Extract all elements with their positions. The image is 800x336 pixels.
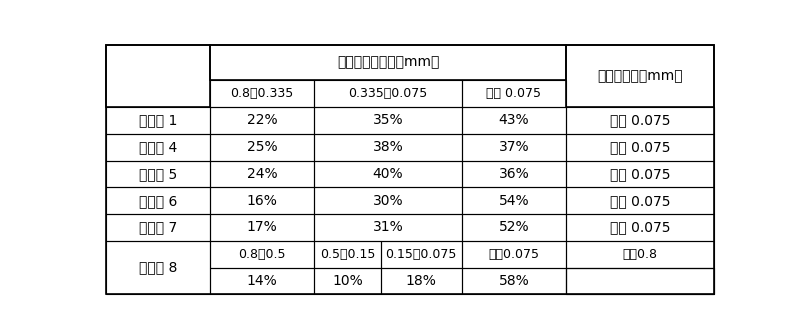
Bar: [210, 80, 314, 107]
Text: 16%: 16%: [246, 194, 278, 208]
Bar: [314, 80, 462, 107]
Text: 31%: 31%: [373, 220, 403, 235]
Bar: [566, 214, 714, 241]
Bar: [462, 80, 566, 107]
Bar: [210, 134, 314, 161]
Bar: [210, 214, 314, 241]
Text: 煛后焦粒度分布（mm）: 煛后焦粒度分布（mm）: [337, 55, 439, 70]
Bar: [462, 107, 566, 134]
Bar: [314, 161, 462, 187]
Bar: [462, 161, 566, 187]
Text: 针状焦粒度（mm）: 针状焦粒度（mm）: [597, 69, 682, 83]
Bar: [566, 45, 714, 107]
Bar: [462, 214, 566, 241]
Bar: [314, 214, 462, 241]
Bar: [210, 161, 314, 187]
Text: 小于 0.075: 小于 0.075: [610, 140, 670, 154]
Text: 比较例 6: 比较例 6: [139, 194, 178, 208]
Text: 17%: 17%: [246, 220, 278, 235]
Text: 比较组 8: 比较组 8: [139, 261, 178, 275]
Text: 小于 0.075: 小于 0.075: [610, 220, 670, 235]
Text: 43%: 43%: [498, 113, 530, 127]
Bar: [314, 107, 462, 134]
Bar: [381, 268, 462, 294]
Text: 24%: 24%: [246, 167, 278, 181]
Bar: [210, 241, 314, 268]
Bar: [314, 134, 462, 161]
Bar: [566, 187, 714, 214]
Text: 35%: 35%: [373, 113, 403, 127]
Bar: [314, 241, 381, 268]
Text: 40%: 40%: [373, 167, 403, 181]
Bar: [462, 241, 566, 268]
Text: 0.335～0.075: 0.335～0.075: [348, 87, 428, 100]
Bar: [106, 241, 210, 294]
Text: 小于0.075: 小于0.075: [489, 248, 539, 261]
Bar: [210, 187, 314, 214]
Text: 52%: 52%: [498, 220, 530, 235]
Text: 0.8～0.5: 0.8～0.5: [238, 248, 286, 261]
Text: 10%: 10%: [332, 274, 362, 288]
Bar: [314, 268, 381, 294]
Text: 小于 0.075: 小于 0.075: [486, 87, 542, 100]
Bar: [566, 241, 714, 268]
Bar: [210, 45, 566, 80]
Text: 实施例 1: 实施例 1: [139, 113, 178, 127]
Text: 22%: 22%: [246, 113, 278, 127]
Bar: [106, 134, 210, 161]
Text: 比较例 5: 比较例 5: [139, 167, 178, 181]
Text: 18%: 18%: [406, 274, 437, 288]
Text: 37%: 37%: [498, 140, 530, 154]
Text: 14%: 14%: [246, 274, 278, 288]
Bar: [566, 268, 714, 294]
Bar: [566, 107, 714, 134]
Bar: [210, 107, 314, 134]
Bar: [462, 187, 566, 214]
Text: 38%: 38%: [373, 140, 403, 154]
Text: 比较例 4: 比较例 4: [139, 140, 178, 154]
Text: 小于0.8: 小于0.8: [622, 248, 658, 261]
Bar: [462, 134, 566, 161]
Bar: [381, 241, 462, 268]
Text: 小于 0.075: 小于 0.075: [610, 167, 670, 181]
Bar: [106, 45, 210, 107]
Text: 54%: 54%: [498, 194, 530, 208]
Bar: [210, 268, 314, 294]
Bar: [566, 268, 714, 294]
Text: 58%: 58%: [498, 274, 530, 288]
Bar: [106, 214, 210, 241]
Text: 25%: 25%: [246, 140, 278, 154]
Text: 36%: 36%: [498, 167, 530, 181]
Text: 30%: 30%: [373, 194, 403, 208]
Text: 比较例 7: 比较例 7: [139, 220, 178, 235]
Bar: [462, 268, 566, 294]
Text: 小于 0.075: 小于 0.075: [610, 194, 670, 208]
Text: 0.5～0.15: 0.5～0.15: [320, 248, 375, 261]
Text: 小于 0.075: 小于 0.075: [610, 113, 670, 127]
Bar: [566, 134, 714, 161]
Bar: [106, 161, 210, 187]
Bar: [314, 187, 462, 214]
Bar: [106, 107, 210, 134]
Text: 0.8～0.335: 0.8～0.335: [230, 87, 294, 100]
Bar: [566, 161, 714, 187]
Text: 0.15～0.075: 0.15～0.075: [386, 248, 457, 261]
Bar: [106, 187, 210, 214]
